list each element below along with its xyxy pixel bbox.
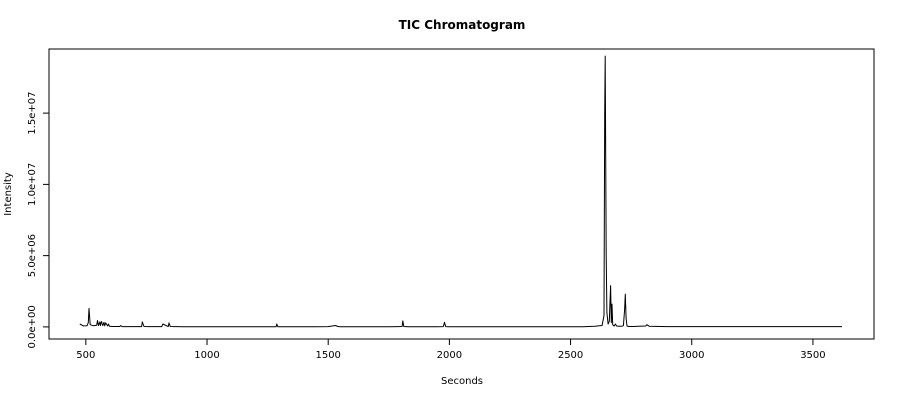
- x-axis: 500 1000 1500 2000 2500 3000 3500: [76, 339, 826, 361]
- x-tick-label: 2000: [437, 350, 462, 361]
- x-tick-label: 1500: [315, 350, 340, 361]
- y-tick-label: 5.0e+06: [27, 234, 38, 277]
- y-tick-label: 1.5e+07: [27, 92, 38, 135]
- series-line: [79, 55, 842, 328]
- y-tick-label: 0.0e+00: [27, 305, 38, 348]
- x-axis-label: Seconds: [441, 376, 483, 387]
- x-tick-label: 500: [76, 350, 95, 361]
- chart-title: TIC Chromatogram: [399, 18, 526, 32]
- y-axis-label: Intensity: [3, 172, 14, 216]
- x-tick-label: 1000: [194, 350, 219, 361]
- y-tick-label: 1.0e+07: [27, 163, 38, 206]
- x-tick-label: 2500: [558, 350, 583, 361]
- plot-frame: [48, 48, 875, 340]
- y-axis: 0.0e+00 5.0e+06 1.0e+07 1.5e+07: [27, 92, 49, 348]
- x-tick-label: 3000: [679, 350, 704, 361]
- x-tick-label: 3500: [800, 350, 825, 361]
